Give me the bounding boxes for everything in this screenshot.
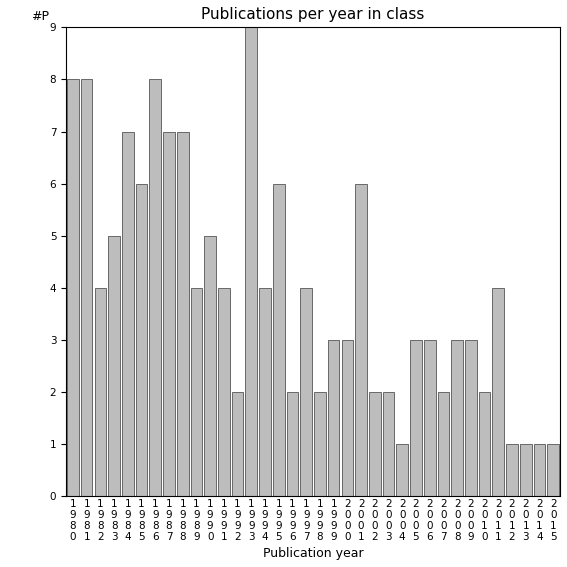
Bar [108,236,120,496]
Bar [67,79,79,496]
Bar [465,340,477,496]
Bar [341,340,353,496]
Bar [479,392,490,496]
Bar [232,392,243,496]
Bar [520,444,532,496]
Bar [136,184,147,496]
Bar [122,132,134,496]
Bar [191,288,202,496]
Bar [259,288,271,496]
Bar [150,79,161,496]
Bar [383,392,395,496]
Bar [424,340,435,496]
Bar [287,392,298,496]
Bar [506,444,518,496]
Bar [356,184,367,496]
Bar [81,79,92,496]
Bar [246,27,257,496]
Bar [451,340,463,496]
Bar [547,444,559,496]
Bar [314,392,326,496]
Bar [369,392,380,496]
Bar [218,288,230,496]
Bar [328,340,340,496]
Bar [410,340,422,496]
Bar [396,444,408,496]
Bar [177,132,188,496]
Bar [301,288,312,496]
Bar [95,288,106,496]
Bar [163,132,175,496]
Bar [493,288,504,496]
Bar [534,444,545,496]
Bar [273,184,285,496]
Title: Publications per year in class: Publications per year in class [201,7,425,22]
Bar [204,236,216,496]
Bar [438,392,449,496]
Text: #P: #P [32,10,49,23]
X-axis label: Publication year: Publication year [263,547,363,560]
